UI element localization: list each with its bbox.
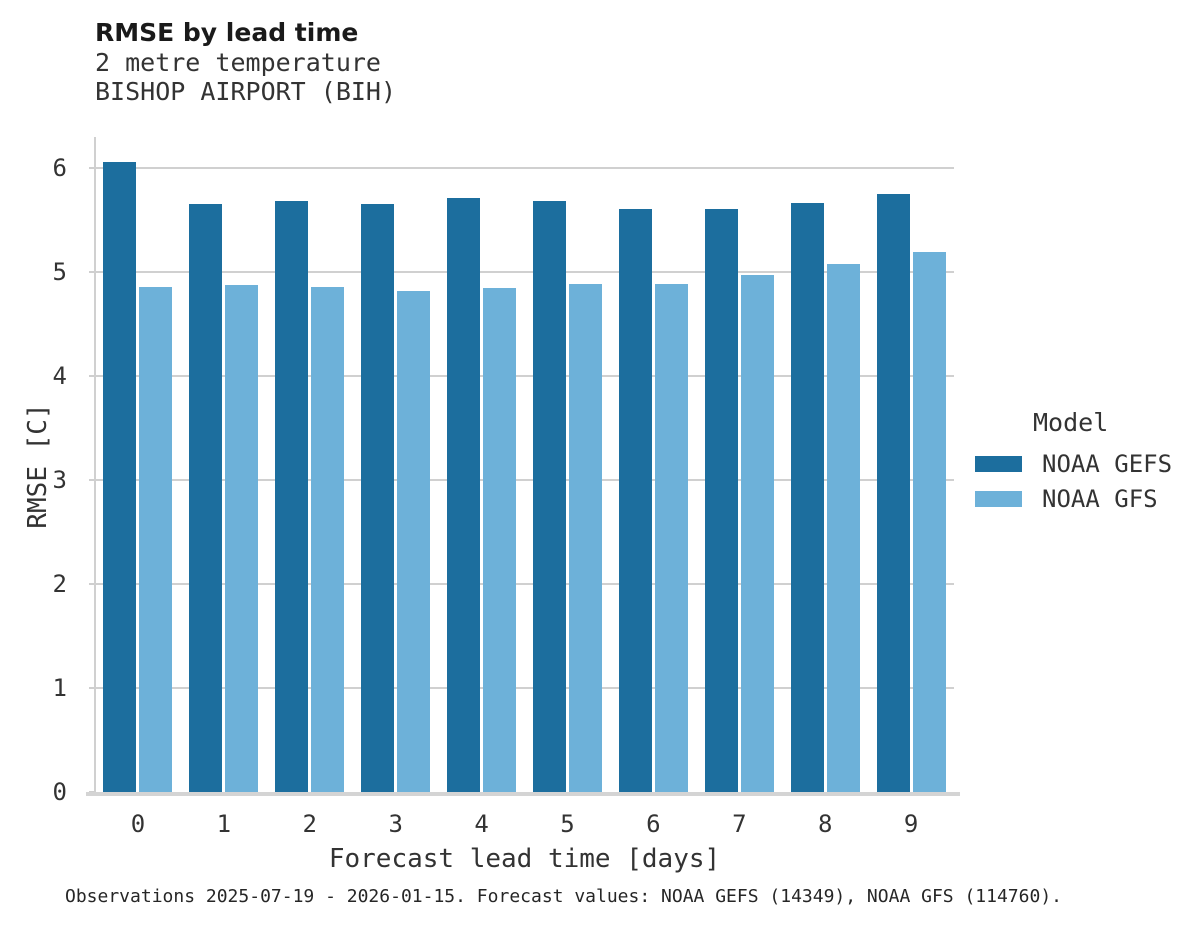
gridline (95, 479, 954, 482)
plot-area (95, 137, 954, 792)
legend-rows: NOAA GEFS NOAA GFS (975, 446, 1195, 516)
chart-title: RMSE by lead time (95, 18, 359, 47)
bar-noaa-gefs (361, 203, 395, 792)
bar-noaa-gfs (654, 283, 688, 792)
y-axis-label: RMSE [C] (23, 403, 53, 529)
y-tick-mark (89, 687, 95, 690)
bar-noaa-gfs (740, 275, 774, 792)
gridline (95, 687, 954, 690)
legend-label: NOAA GFS (1042, 484, 1158, 513)
gridline (95, 271, 954, 274)
legend-swatch (975, 455, 1022, 472)
y-tick-mark (89, 271, 95, 274)
bar-noaa-gefs (704, 208, 738, 792)
y-tick-mark (89, 479, 95, 482)
legend-swatch (975, 490, 1022, 507)
y-tick-label: 3 (52, 466, 67, 495)
bar-noaa-gfs (568, 283, 602, 792)
bar-group (95, 137, 181, 792)
bar-noaa-gfs (483, 287, 517, 792)
bar-noaa-gefs (876, 194, 910, 792)
bar-noaa-gfs (225, 284, 259, 792)
x-tick-label: 9 (903, 810, 919, 838)
x-tick-label: 7 (732, 810, 747, 838)
legend: Model NOAA GEFS NOAA GFS (975, 408, 1195, 516)
legend-label: NOAA GEFS (1042, 449, 1173, 478)
y-tick-label: 6 (52, 154, 67, 183)
bar-noaa-gfs (397, 290, 431, 792)
chart-subtitle-station: BISHOP AIRPORT (BIH) (95, 77, 397, 106)
x-tick-label: 1 (216, 810, 232, 838)
bar-group (696, 137, 782, 792)
y-axis-spine (94, 137, 96, 796)
x-axis-line (86, 792, 960, 796)
chart-header: RMSE by lead time 2 metre temperature BI… (95, 18, 396, 106)
bar-noaa-gefs (790, 202, 824, 792)
bar-groups (95, 137, 954, 792)
y-tick-mark (89, 583, 95, 586)
gridline (95, 167, 954, 170)
x-tick-label: 3 (388, 810, 403, 838)
bar-noaa-gefs (618, 208, 652, 792)
legend-item: NOAA GFS (975, 481, 1195, 516)
y-tick-label: 4 (52, 362, 67, 391)
x-tick-label: 2 (302, 810, 317, 838)
bar-group (525, 137, 611, 792)
bar-group (353, 137, 439, 792)
bar-noaa-gfs (311, 286, 345, 792)
bar-noaa-gefs (103, 161, 137, 792)
y-tick-label: 2 (52, 570, 67, 599)
y-axis: 0 1 2 3 4 5 6 (0, 137, 95, 806)
y-tick-label: 1 (52, 674, 67, 703)
bar-group (868, 137, 954, 792)
bar-noaa-gefs (532, 201, 566, 792)
x-axis-label: Forecast lead time [days] (328, 844, 721, 874)
bar-noaa-gefs (275, 201, 309, 792)
bar-group (181, 137, 267, 792)
bar-noaa-gefs (447, 198, 481, 792)
bar-group (782, 137, 868, 792)
legend-item: NOAA GEFS (975, 446, 1195, 481)
y-tick-mark (89, 375, 95, 378)
bar-group (267, 137, 353, 792)
x-tick-label: 5 (560, 810, 575, 838)
bar-noaa-gfs (912, 252, 946, 792)
bar-group (610, 137, 696, 792)
y-tick-mark (89, 167, 95, 170)
gridline (95, 375, 954, 378)
x-tick-label: 8 (817, 810, 833, 838)
footer-caption: Observations 2025-07-19 - 2026-01-15. Fo… (65, 886, 1062, 907)
bar-group (439, 137, 525, 792)
x-tick-label: 6 (646, 810, 661, 838)
bar-noaa-gfs (139, 286, 173, 792)
y-tick-label: 5 (52, 258, 67, 287)
bar-noaa-gefs (189, 203, 223, 792)
x-tick-label: 4 (474, 810, 489, 838)
y-tick-label: 0 (52, 778, 67, 806)
legend-title: Model (1033, 408, 1109, 437)
x-tick-label: 0 (130, 810, 146, 838)
gridline (95, 583, 954, 586)
bar-noaa-gfs (826, 263, 860, 792)
x-tick-labels: 0 1 2 3 4 5 6 7 8 9 (95, 810, 954, 838)
chart-subtitle-variable: 2 metre temperature (95, 48, 381, 77)
